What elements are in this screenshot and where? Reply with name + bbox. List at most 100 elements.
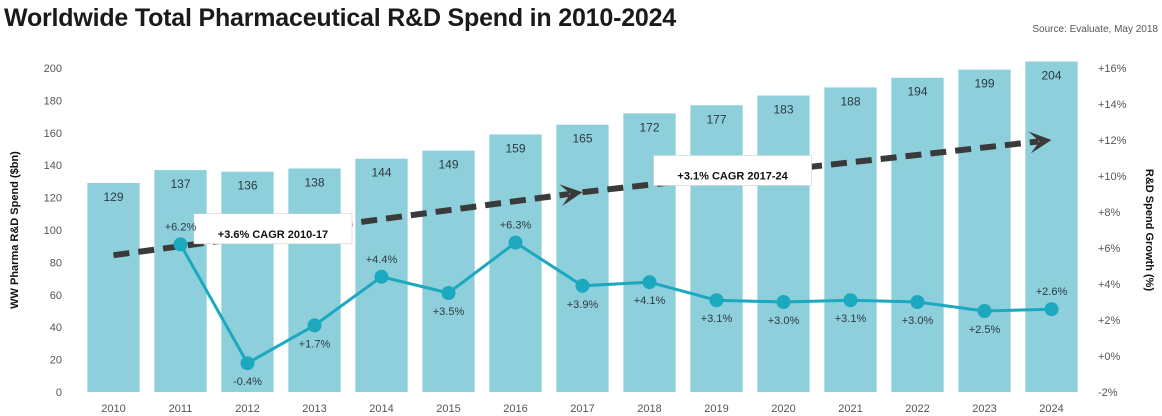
y-tick-label: 200 xyxy=(44,63,62,75)
cagr-label-text: +3.1% CAGR 2017-24 xyxy=(677,170,788,182)
y2-tick-label: +2% xyxy=(1098,315,1121,327)
x-tick-label: 2015 xyxy=(436,403,460,415)
bar-2015 xyxy=(422,150,475,392)
bar-value-label: 172 xyxy=(639,120,659,134)
growth-point-2012 xyxy=(240,356,255,371)
cagr-label-box xyxy=(653,155,812,186)
bar-2019 xyxy=(690,105,743,392)
growth-point-2020 xyxy=(776,295,791,309)
growth-label: +3.0% xyxy=(768,315,800,327)
growth-label: +3.1% xyxy=(835,313,867,325)
bar-2023 xyxy=(958,69,1011,393)
x-tick-label: 2023 xyxy=(972,403,996,415)
cagr-arrow-head xyxy=(559,184,583,207)
growth-label: +3.5% xyxy=(433,306,465,318)
growth-label: +4.1% xyxy=(634,295,666,307)
y2-axis-title: R&D Spend Growth (%) xyxy=(1143,169,1155,292)
growth-label: +3.9% xyxy=(567,299,599,311)
growth-point-2017 xyxy=(575,278,590,293)
x-tick-label: 2019 xyxy=(704,403,728,415)
x-tick-label: 2010 xyxy=(101,403,125,415)
growth-line-layer: +6.2% -0.4% +1.7% +4.4% +3.5% +6.3% +3.9% +4.1%… xyxy=(165,220,1068,389)
y-tick-label: 40 xyxy=(50,322,62,334)
growth-point-2021 xyxy=(843,293,858,308)
x-tick-label: 2014 xyxy=(369,403,393,415)
bar-2010 xyxy=(87,183,140,392)
source-note: Source: Evaluate, May 2018 xyxy=(1032,24,1158,35)
x-tick-label: 2021 xyxy=(838,403,862,415)
bar-value-label: 136 xyxy=(237,179,257,193)
bar-value-label: 194 xyxy=(907,85,927,99)
x-tick-label: 2017 xyxy=(570,403,594,415)
y-tick-label: 60 xyxy=(50,290,62,302)
x-tick-label: 2011 xyxy=(169,403,193,415)
bar-value-label: 144 xyxy=(371,166,391,180)
axes-layer: 0 20 40 60 80 100 120 140 160 180 200 -2% +0% +2% +4% +… xyxy=(9,63,1155,415)
bar-value-label: 137 xyxy=(170,177,190,191)
bar-2024 xyxy=(1025,61,1078,393)
bar-2021 xyxy=(824,87,877,392)
bar-value-label: 165 xyxy=(572,132,592,146)
growth-point-2014 xyxy=(374,269,389,284)
growth-label: +2.5% xyxy=(969,324,1001,336)
y-axis-title: WW Pharma R&D Spend ($bn) xyxy=(9,151,21,309)
bar-2017 xyxy=(556,124,609,392)
growth-point-2011 xyxy=(173,237,188,252)
growth-point-2019 xyxy=(709,293,724,308)
y2-tick-label: +12% xyxy=(1098,135,1127,147)
x-tick-label: 2012 xyxy=(235,403,259,415)
bar-value-label: 204 xyxy=(1041,69,1061,83)
bar-2013 xyxy=(288,168,341,392)
growth-point-2015 xyxy=(441,286,456,300)
y-tick-label: 160 xyxy=(44,128,62,140)
growth-label: +2.6% xyxy=(1036,286,1068,298)
y2-tick-label: -2% xyxy=(1098,387,1118,399)
growth-label: +3.1% xyxy=(701,313,733,325)
bar-value-label: 138 xyxy=(304,175,324,189)
bar-value-label: 199 xyxy=(974,77,994,91)
y2-tick-label: +4% xyxy=(1098,279,1121,291)
growth-point-2018 xyxy=(642,275,657,290)
bar-value-label: 129 xyxy=(103,190,123,204)
y2-tick-label: +16% xyxy=(1098,63,1127,75)
bars-layer: 129 137 136 138 144 149 159 165 172 177 183 188 194 1… xyxy=(87,61,1078,393)
y-tick-label: 80 xyxy=(50,257,62,269)
y2-tick-label: +8% xyxy=(1098,207,1121,219)
y-tick-label: 140 xyxy=(44,160,62,172)
cagr-label-2: +3.1% CAGR 2017-24 xyxy=(653,155,812,186)
bar-value-label: 149 xyxy=(438,158,458,172)
bar-value-label: 177 xyxy=(706,112,726,126)
y-tick-label: 180 xyxy=(44,95,62,107)
bar-value-label: 159 xyxy=(505,141,525,155)
bar-value-label: 188 xyxy=(840,94,860,108)
x-tick-label: 2016 xyxy=(503,403,527,415)
cagr-arrow-head xyxy=(1028,131,1052,154)
x-tick-label: 2020 xyxy=(771,403,795,415)
x-tick-label: 2013 xyxy=(302,403,326,415)
bar-2022 xyxy=(891,77,944,392)
growth-label: +1.7% xyxy=(299,338,331,350)
cagr-label-box xyxy=(193,213,353,245)
bar-2020 xyxy=(757,95,810,392)
bar-2011 xyxy=(154,170,207,392)
y2-tick-label: +14% xyxy=(1098,99,1127,111)
growth-line xyxy=(179,240,1052,366)
growth-point-2023 xyxy=(977,304,992,318)
y-tick-label: 20 xyxy=(50,355,62,367)
growth-point-2022 xyxy=(910,295,925,309)
y2-tick-label: +10% xyxy=(1098,171,1127,183)
growth-label: +4.4% xyxy=(366,254,398,266)
cagr-label-1: +3.6% CAGR 2010-17 xyxy=(193,213,353,245)
growth-point-2013 xyxy=(307,318,322,333)
growth-label: +3.0% xyxy=(902,315,934,327)
cagr-label-text: +3.6% CAGR 2010-17 xyxy=(218,229,328,241)
bar-value-label: 183 xyxy=(773,103,793,117)
y-tick-label: 0 xyxy=(56,387,62,399)
chart-title: Worldwide Total Pharmaceutical R&D Spend… xyxy=(4,4,677,32)
bar-2012 xyxy=(221,171,274,392)
y2-tick-label: +6% xyxy=(1098,243,1121,255)
bar-2018 xyxy=(623,113,676,393)
x-tick-label: 2018 xyxy=(637,403,661,415)
growth-label: -0.4% xyxy=(233,376,262,388)
